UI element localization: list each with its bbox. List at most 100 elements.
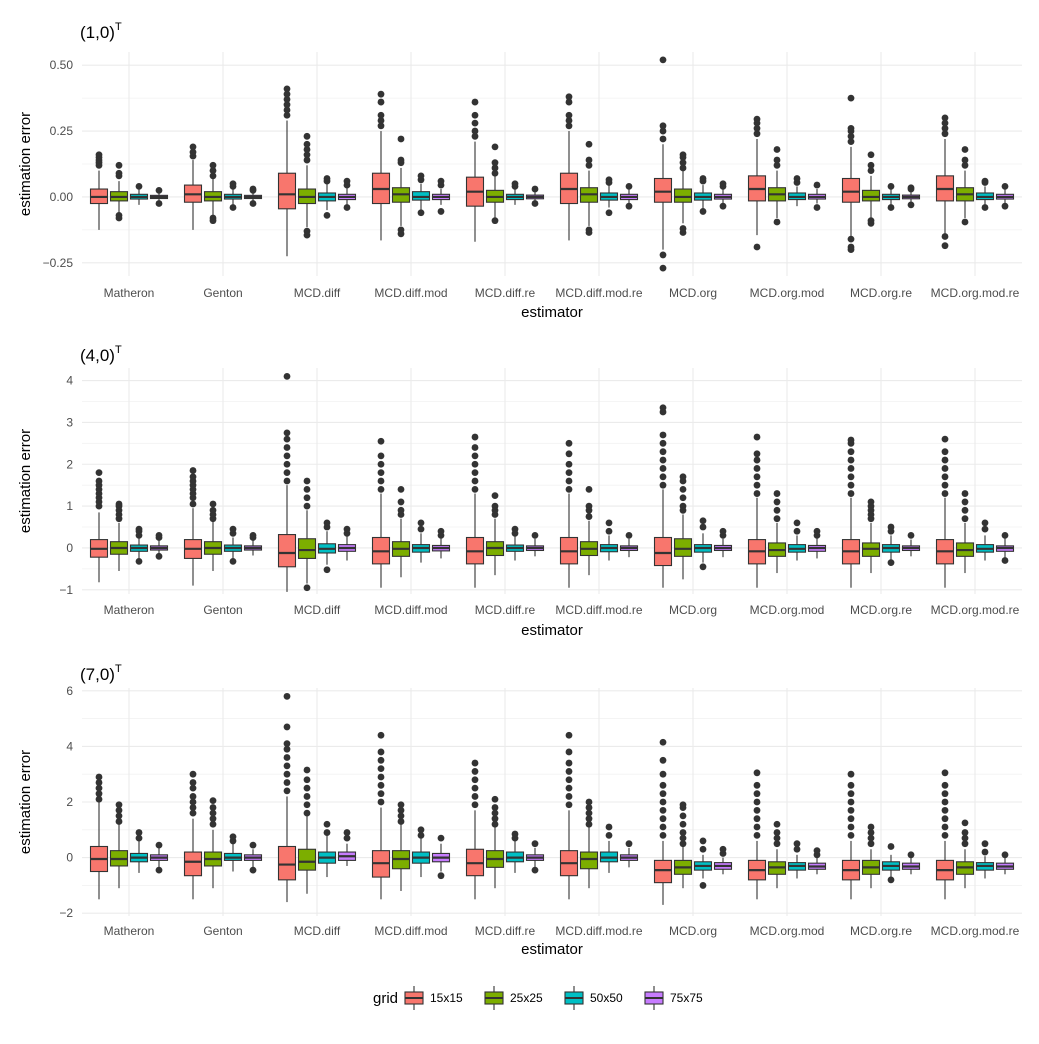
box [841, 177, 861, 203]
y-tick-label: 0.50 [50, 58, 74, 72]
outlier-point [753, 481, 761, 489]
outlier-point [981, 204, 989, 211]
outlier-point [565, 439, 573, 447]
outlier-point [303, 156, 311, 164]
outlier-point [437, 177, 445, 185]
outlier-point [303, 477, 311, 485]
x-tick-label: MCD.diff [294, 603, 341, 617]
outlier-point [209, 809, 217, 817]
outlier-point [679, 829, 687, 836]
y-tick-label: 0.25 [50, 124, 74, 138]
outlier-point [229, 833, 237, 841]
outlier-point [773, 161, 781, 169]
outlier-point [867, 219, 875, 227]
outlier-point [941, 781, 949, 789]
outlier-point [377, 790, 385, 798]
outlier-point [659, 135, 667, 143]
outlier-point [847, 831, 855, 839]
outlier-point [605, 823, 613, 831]
outlier-point [283, 754, 291, 761]
outlier-point [659, 448, 667, 456]
outlier-point [229, 557, 237, 565]
outlier-point [961, 834, 969, 842]
outlier-point [471, 793, 479, 800]
outlier-point [659, 264, 667, 272]
outlier-point [847, 465, 855, 472]
y-tick-label: 0.00 [50, 190, 74, 204]
outlier-point [847, 823, 855, 831]
outlier-point [659, 781, 667, 789]
outlier-point [847, 490, 855, 497]
outlier-point [209, 167, 217, 174]
outlier-point [847, 806, 855, 814]
outlier-point [753, 465, 761, 472]
outlier-point [753, 831, 761, 839]
legend-item: 50x50 [564, 986, 623, 1010]
outlier-point [115, 500, 123, 508]
outlier-point [565, 748, 573, 756]
outlier-point [753, 823, 761, 831]
outlier-point [249, 200, 257, 207]
x-tick-label: MCD.diff.mod.re [555, 924, 642, 938]
y-axis-title: estimation error [17, 429, 34, 533]
outlier-point [585, 229, 593, 236]
box-group [465, 759, 545, 900]
outlier-point [887, 559, 895, 567]
outlier-point [565, 768, 573, 775]
outlier-point [471, 784, 479, 792]
outlier-point [377, 452, 385, 460]
box [277, 534, 297, 568]
outlier-point [343, 525, 351, 533]
outlier-point [95, 790, 103, 798]
outlier-point [283, 469, 291, 477]
outlier-point [155, 186, 163, 194]
outlier-point [773, 820, 781, 828]
x-tick-label: MCD.org.re [850, 924, 912, 938]
outlier-point [471, 768, 479, 775]
y-tick-label: 3 [66, 415, 73, 429]
outlier-point [679, 164, 687, 172]
box-group [841, 436, 921, 588]
outlier-point [209, 217, 217, 225]
outlier-point [941, 769, 949, 777]
outlier-point [155, 552, 163, 560]
outlier-point [719, 527, 727, 535]
outlier-point [377, 460, 385, 468]
outlier-point [699, 882, 707, 889]
x-tick-label: Genton [203, 924, 242, 938]
outlier-point [471, 132, 479, 140]
outlier-point [135, 557, 143, 565]
outlier-point [753, 115, 761, 123]
outlier-point [437, 208, 445, 215]
outlier-point [941, 233, 949, 240]
outlier-point [887, 876, 895, 884]
outlier-point [377, 485, 385, 493]
outlier-point [283, 762, 291, 770]
panel-title-superscript: T [115, 663, 122, 675]
outlier-point [303, 151, 311, 159]
outlier-point [961, 515, 969, 523]
box-group [747, 433, 827, 588]
outlier-point [585, 820, 593, 828]
outlier-point [941, 119, 949, 127]
outlier-point [605, 831, 613, 839]
outlier-point [605, 519, 613, 527]
outlier-point [773, 156, 781, 164]
outlier-point [659, 831, 667, 839]
x-tick-label: MCD.org [669, 603, 717, 617]
outlier-point [867, 151, 875, 159]
outlier-point [659, 431, 667, 439]
outlier-point [941, 798, 949, 806]
panel-title-base: (7,0) [80, 665, 115, 684]
outlier-point [283, 85, 291, 93]
outlier-point [565, 776, 573, 784]
outlier-point [793, 175, 801, 182]
outlier-point [377, 781, 385, 789]
outlier-point [679, 502, 687, 510]
x-axis-title: estimator [521, 941, 583, 958]
outlier-point [397, 806, 405, 814]
outlier-point [397, 485, 405, 493]
legend-label: 75x75 [670, 991, 703, 1005]
outlier-point [303, 801, 311, 809]
